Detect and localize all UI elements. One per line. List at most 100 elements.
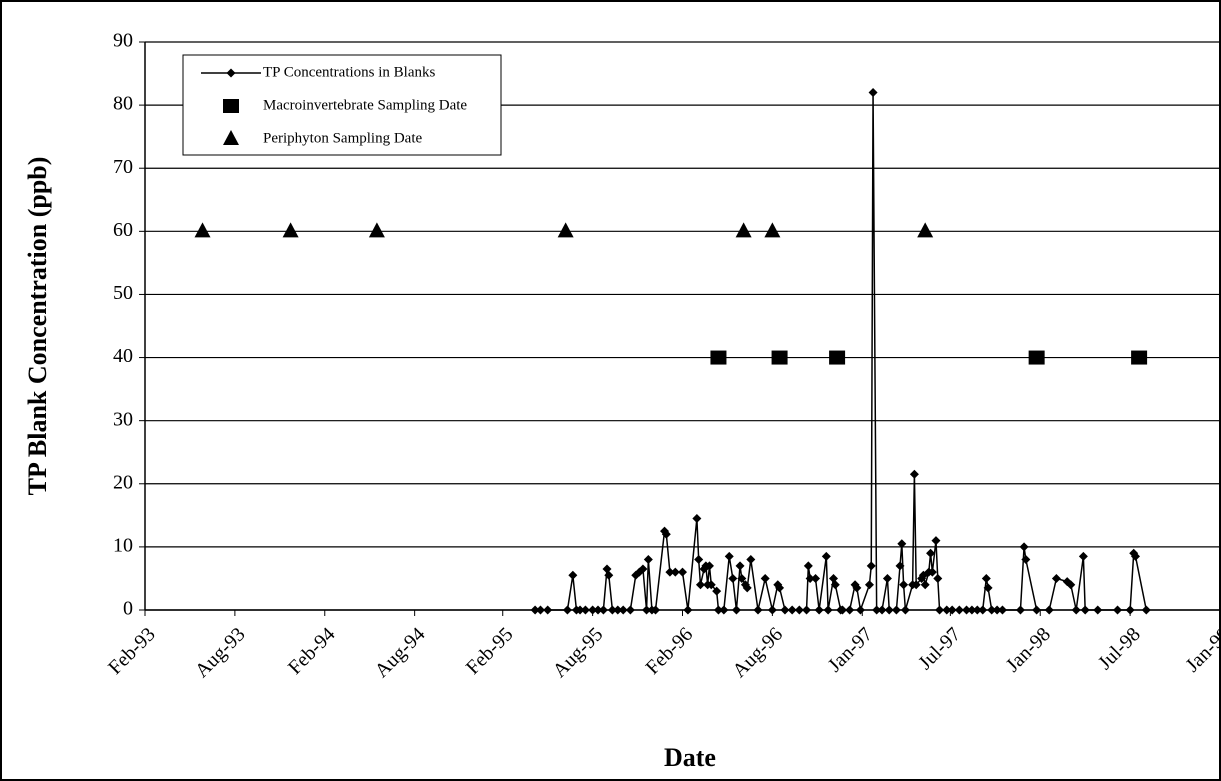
legend-label: TP Concentrations in Blanks [263,64,436,80]
x-tick-label: Feb-94 [284,623,340,679]
marker [967,605,977,615]
marker [1071,605,1081,615]
marker [704,561,714,571]
marker [1125,605,1135,615]
marker [1078,551,1088,561]
marker [823,605,833,615]
marker [829,573,839,583]
marker [845,605,855,615]
marker [972,605,982,615]
marker [771,350,788,365]
y-tick-label: 60 [113,219,133,241]
marker [692,513,702,523]
marker [562,605,572,615]
y-tick-label: 90 [113,30,133,52]
marker [811,573,821,583]
marker [735,222,752,238]
marker [882,573,892,583]
marker [742,583,752,593]
x-tick-label: Feb-96 [642,623,698,679]
marker [625,605,635,615]
marker [767,605,777,615]
marker [829,350,846,365]
x-tick-label: Jul-98 [1094,623,1145,674]
marker [830,580,840,590]
marker [651,605,661,615]
marker [282,222,299,238]
marker [897,539,907,549]
marker [1113,605,1123,615]
marker [1131,350,1148,365]
marker [917,222,934,238]
y-tick-label: 30 [113,408,133,430]
marker [884,605,894,615]
marker [983,583,993,593]
x-tick-label: Feb-93 [104,623,160,679]
marker [530,605,540,615]
marker [1141,605,1151,615]
legend-marker [223,130,239,145]
marker [978,605,988,615]
marker [661,529,671,539]
marker [1093,605,1103,615]
marker [962,605,972,615]
marker [694,555,704,565]
marker [665,567,675,577]
marker [642,605,652,615]
marker [920,580,930,590]
marker [911,580,921,590]
marker [1051,573,1061,583]
y-tick-label: 10 [113,534,133,556]
y-tick-label: 50 [113,282,133,304]
marker [706,580,716,590]
marker [909,469,919,479]
marker [760,573,770,583]
marker [1019,542,1029,552]
marker [1021,555,1031,565]
x-tick-label: Jan-98 [1002,623,1055,676]
marker [954,605,964,615]
y-tick-label: 40 [113,345,133,367]
marker [598,605,608,615]
marker [1032,605,1042,615]
marker [899,580,909,590]
marker [695,580,705,590]
marker [735,561,745,571]
marker [821,551,831,561]
marker [803,561,813,571]
marker [753,605,763,615]
marker [683,605,693,615]
y-tick-label: 80 [113,93,133,115]
marker [557,222,574,238]
legend-label: Macroinvertebrate Sampling Date [263,97,467,113]
x-tick-label: Jan-99 [1182,623,1221,676]
marker [607,605,617,615]
marker [678,567,687,577]
y-axis-title: TP Blank Concentration (ppb) [23,157,52,496]
marker [933,573,943,583]
marker [764,222,781,238]
marker [868,87,878,97]
marker [935,605,945,615]
legend-label: Periphyton Sampling Date [263,130,422,146]
marker [992,605,1002,615]
x-axis-title: Date [664,743,716,772]
x-tick-label: Jan-97 [824,623,877,676]
x-tick-label: Feb-95 [462,623,518,679]
y-tick-label: 20 [113,471,133,493]
marker [713,605,723,615]
marker [670,567,680,577]
marker [604,570,614,580]
marker [927,567,937,577]
marker [987,605,997,615]
marker [864,580,874,590]
marker [895,561,905,571]
marker [866,561,876,571]
marker [872,605,882,615]
marker [794,605,804,615]
marker [997,605,1007,615]
marker [852,583,862,593]
marker [638,564,648,574]
